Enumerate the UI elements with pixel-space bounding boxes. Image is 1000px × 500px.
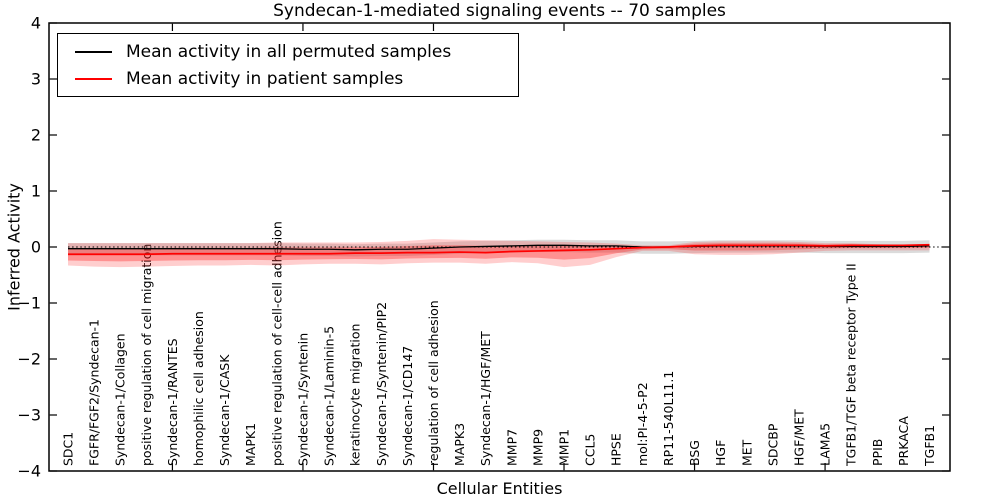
y-tick-labels: 4 3 2 1 0 −1 −2 −3 −4 [17, 14, 41, 481]
x-tick-label: TGFB1 [922, 425, 937, 467]
x-tick-label: SDCBP [765, 423, 780, 466]
legend-item-patient: Mean activity in patient samples [58, 66, 518, 92]
x-tick-label: positive regulation of cell-cell adhesio… [269, 221, 284, 466]
patient-mean-line [68, 243, 930, 256]
x-tick-label: MMP7 [504, 429, 519, 466]
y-tick-label: −1 [17, 294, 41, 313]
axes-spines [48, 22, 951, 472]
x-tick-label: FGFR/FGF2/Syndecan-1 [87, 319, 102, 466]
x-tick-label: HGF [713, 440, 728, 466]
y-tick-label: 2 [31, 126, 41, 145]
x-tick-label: RP11-540L11.1 [661, 371, 676, 466]
x-tick-label: TGFB1/TGF beta receptor Type II [844, 263, 859, 467]
x-tick-label: PRKACA [896, 416, 911, 466]
x-tick-label: HGF/MET [791, 409, 806, 466]
x-tick-label: Syndecan-1/Laminin-5 [322, 326, 337, 466]
y-tick-label: 3 [31, 70, 41, 89]
y-tick-label: 4 [31, 14, 41, 33]
y-tick-label: 1 [31, 182, 41, 201]
chart-title: Syndecan-1-mediated signaling events -- … [273, 1, 726, 21]
x-tick-labels: SDC1 FGFR/FGF2/Syndecan-1 Syndecan-1/Colla… [61, 221, 938, 467]
x-tick-label: HPSE [609, 433, 624, 466]
y-tick-label: −3 [17, 406, 41, 425]
x-tick-label: MET [739, 439, 754, 466]
x-tick-label: mol:PI-4-5-P2 [635, 382, 650, 466]
x-tick-label: LAMA5 [818, 423, 833, 466]
x-ticks [171, 23, 826, 471]
legend-line-permuted-icon [75, 50, 112, 53]
legend: Mean activity in all permuted samples Me… [57, 33, 519, 97]
x-axis-label: Cellular Entities [436, 479, 563, 498]
x-tick-label: SDC1 [61, 432, 76, 466]
x-tick-label: homophilic cell adhesion [191, 311, 206, 466]
y-ticks [49, 22, 950, 472]
x-tick-label: regulation of cell adhesion [426, 300, 441, 466]
x-tick-label: Syndecan-1/HGF/MET [478, 331, 493, 466]
y-tick-label: −2 [17, 350, 41, 369]
legend-label-patient: Mean activity in patient samples [126, 68, 404, 89]
y-tick-label: −4 [17, 462, 41, 481]
x-tick-label: Syndecan-1/CASK [217, 354, 232, 466]
legend-item-permuted: Mean activity in all permuted samples [58, 39, 518, 65]
y-tick-label: 0 [31, 238, 41, 257]
y-axis-label: Inferred Activity [4, 183, 24, 311]
x-tick-label: MMP9 [530, 429, 545, 466]
legend-line-patient-icon [75, 77, 112, 80]
legend-label-permuted: Mean activity in all permuted samples [126, 41, 452, 62]
x-tick-label: MAPK1 [243, 423, 258, 466]
x-tick-label: CCL5 [583, 434, 598, 466]
x-tick-label: keratinocyte migration [348, 324, 363, 466]
x-tick-label: MAPK3 [452, 423, 467, 466]
x-tick-label: Syndecan-1/CD147 [400, 346, 415, 466]
permuted-band [68, 239, 930, 257]
x-tick-label: MMP1 [557, 429, 572, 466]
x-tick-label: Syndecan-1/RANTES [165, 338, 180, 466]
x-tick-label: positive regulation of cell migration [139, 244, 154, 466]
x-tick-label: Syndecan-1/Syntenin [295, 333, 310, 466]
x-tick-label: BSG [687, 440, 702, 466]
x-tick-label: Syndecan-1/Syntenin/PIP2 [374, 302, 389, 466]
x-tick-label: Syndecan-1/Collagen [113, 333, 128, 466]
x-tick-label: PPIB [870, 439, 885, 466]
